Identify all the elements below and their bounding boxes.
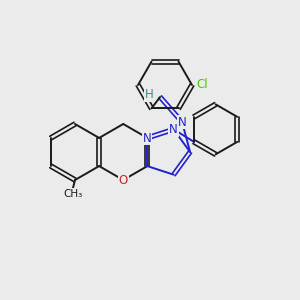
Text: CH₃: CH₃ bbox=[63, 189, 82, 199]
Text: N: N bbox=[178, 116, 187, 128]
Text: N: N bbox=[142, 131, 152, 145]
Text: O: O bbox=[118, 173, 128, 187]
Text: Cl: Cl bbox=[196, 79, 208, 92]
Text: H: H bbox=[145, 88, 154, 101]
Text: N: N bbox=[169, 123, 178, 136]
